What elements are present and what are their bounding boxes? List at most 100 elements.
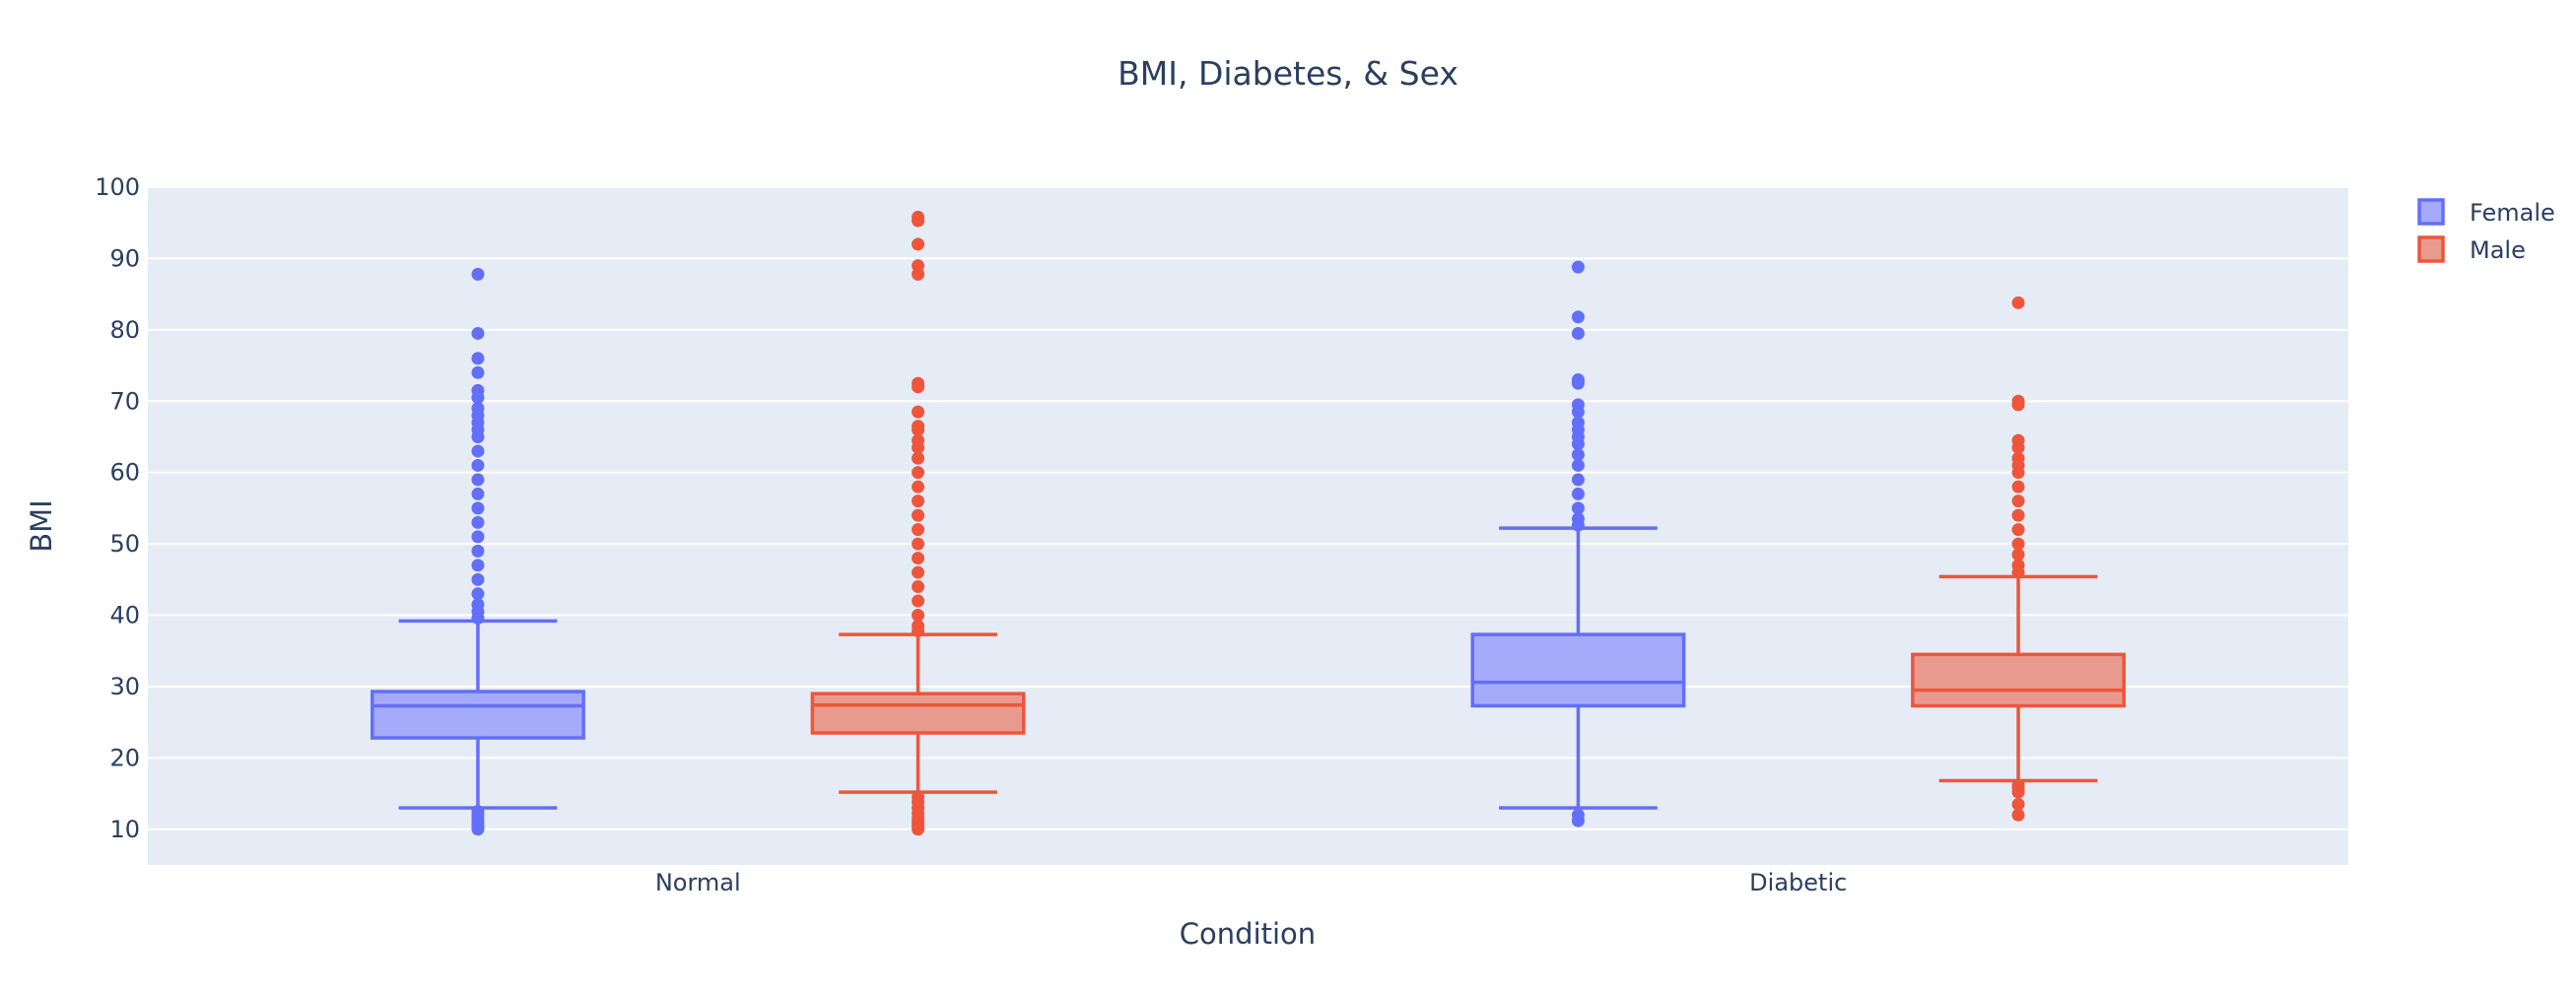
outlier-point [1571,373,1585,387]
outlier-point [471,402,485,416]
outlier-point [1571,310,1585,324]
outlier-point [912,565,925,579]
outlier-point [471,598,485,612]
box-male-normal [810,210,1026,836]
outlier-point [912,594,925,608]
outlier-point [471,515,485,529]
axis-layer: 10 20 30 40 50 60 70 80 90 100 Normal Diabetic [95,173,1847,896]
grid-layer [148,186,2348,830]
outlier-point [471,365,485,379]
y-tick-label: 10 [109,816,140,843]
y-axis-title: BMI [25,499,58,552]
outlier-point [2011,296,2025,309]
outlier-point [912,537,925,551]
outlier-point [912,580,925,594]
outlier-point [912,420,925,433]
box-layer [371,210,2126,836]
outlier-point [2011,548,2025,562]
y-tick-label: 60 [109,459,140,487]
legend-swatch [2417,235,2445,263]
outlier-point [471,530,485,544]
legend-swatch [2417,198,2445,226]
outlier-point [912,495,925,508]
outlier-point [2011,451,2025,465]
outlier-point [912,790,925,804]
y-tick-label: 50 [109,530,140,558]
outlier-point [1571,416,1585,429]
outlier-point [1571,260,1585,274]
outlier-point [912,466,925,480]
y-tick-label: 80 [109,316,140,344]
outlier-point [471,805,485,819]
legend-label: Female [2470,199,2555,227]
outlier-point [1571,326,1585,340]
y-tick-label: 20 [109,744,140,771]
outlier-point [471,487,485,500]
outlier-point [1571,512,1585,526]
outlier-point [1571,808,1585,822]
outlier-point [912,609,925,623]
outlier-point [471,267,485,281]
y-tick-label: 90 [109,244,140,272]
chart-title: BMI, Diabetes, & Sex [1118,54,1458,93]
outlier-point [912,552,925,565]
outlier-point [471,352,485,365]
outlier-point [2011,480,2025,494]
legend: Female Male [2417,198,2555,264]
outlier-point [2011,778,2025,792]
iqr-box [1911,652,2126,708]
x-tick-label: Diabetic [1749,869,1847,896]
outlier-point [912,508,925,522]
box-female-diabetic [1470,260,1686,827]
outlier-point [2011,433,2025,447]
iqr-box [1470,632,1686,708]
outlier-point [471,559,485,572]
outlier-point [1571,458,1585,472]
outlier-point [1571,501,1585,515]
outlier-point [471,326,485,340]
x-tick-label: Normal [655,869,741,896]
legend-label: Male [2470,236,2526,264]
outlier-point [471,473,485,487]
box-male-diabetic [1911,296,2126,822]
outlier-point [471,501,485,515]
box-female-normal [371,267,585,836]
outlier-point [912,405,925,419]
outlier-point [1571,487,1585,500]
outlier-point [2011,559,2025,572]
outlier-point [2011,508,2025,522]
outlier-point [471,458,485,472]
outlier-point [912,210,925,224]
outlier-point [1571,398,1585,412]
outlier-point [912,259,925,273]
x-axis-title: Condition [1180,917,1316,951]
plot-background [148,187,2348,865]
outlier-point [912,237,925,251]
outlier-point [2011,537,2025,551]
outlier-point [1571,473,1585,487]
outlier-point [2011,394,2025,408]
outlier-point [471,383,485,397]
outlier-point [2011,808,2025,822]
outlier-point [912,619,925,632]
y-tick-label: 70 [109,387,140,415]
outlier-point [471,587,485,601]
iqr-box [371,690,585,740]
legend-item-female: Female [2417,198,2555,227]
outlier-point [2011,495,2025,508]
y-tick-label: 30 [109,673,140,700]
outlier-point [912,433,925,447]
outlier-point [912,523,925,537]
outlier-point [2011,797,2025,811]
legend-item-male: Male [2417,235,2526,264]
outlier-point [912,480,925,494]
outlier-point [912,376,925,390]
outlier-point [471,444,485,458]
outlier-point [2011,523,2025,537]
outlier-point [912,451,925,465]
outlier-point [471,572,485,586]
y-tick-label: 100 [95,173,140,201]
iqr-box [810,692,1026,735]
